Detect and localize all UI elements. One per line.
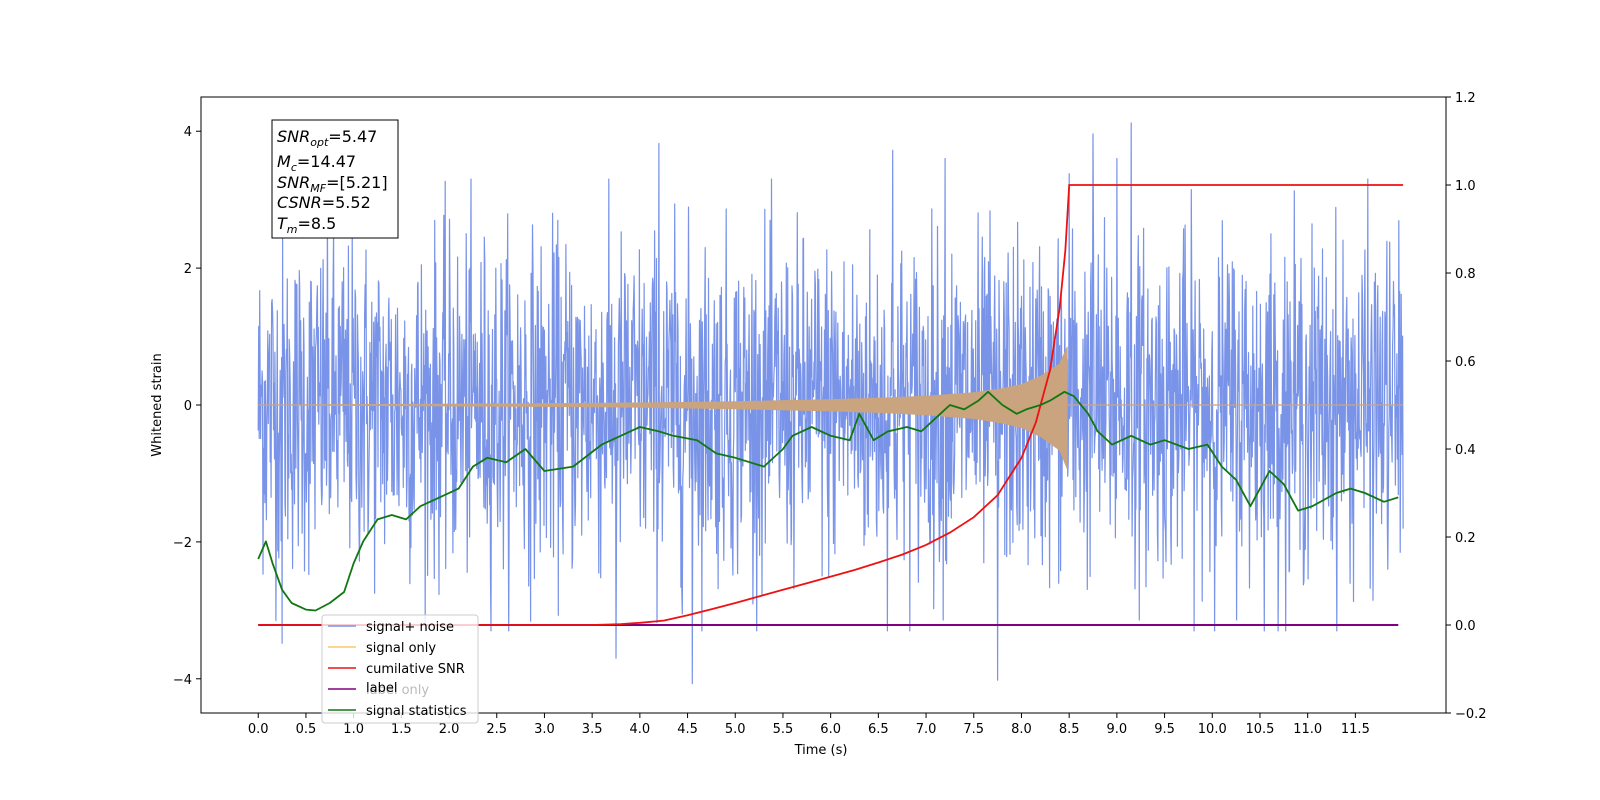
- x-tick-label: 10.0: [1198, 722, 1227, 737]
- x-tick-label: 10.5: [1245, 722, 1274, 737]
- x-tick-label: 5.5: [773, 722, 794, 737]
- x-tick-label: 3.5: [582, 722, 603, 737]
- legend-frame: [321, 614, 479, 724]
- series-signal-statistics: [257, 390, 1399, 612]
- x-tick-label: 4.0: [630, 722, 651, 737]
- x-tick-label: 7.5: [963, 722, 984, 737]
- x-tick-label: 0.5: [296, 722, 317, 737]
- series-signal-only-envelope: [258, 346, 1068, 470]
- x-axis-label: Time (s): [794, 743, 848, 758]
- info-tm-symbol: T: [277, 214, 288, 233]
- x-tick-label: 2.0: [439, 722, 460, 737]
- info-csnr-symbol: CSNR: [277, 193, 322, 212]
- info-box-frame: [271, 119, 399, 239]
- info-snr-opt-value: =5.47: [328, 127, 377, 146]
- x-tick-label: 7.0: [916, 722, 937, 737]
- x-tick-label: 11.0: [1293, 722, 1322, 737]
- y2-tick-label: 0.8: [1455, 267, 1476, 282]
- y2-tick-label: 0.6: [1455, 355, 1476, 370]
- legend-label-label: label: [366, 681, 397, 696]
- x-tick-label: 8.0: [1011, 722, 1032, 737]
- series-cumulative-snr: [258, 184, 1404, 626]
- y2-tick-label: 1.2: [1455, 91, 1476, 106]
- legend-label-cumulative-snr: cumilative SNR: [366, 662, 465, 677]
- info-csnr-value: =5.52: [322, 193, 371, 212]
- x-tick-label: 4.5: [677, 722, 698, 737]
- info-snr-opt-symbol: SNR: [277, 127, 310, 146]
- info-tm-subscript: m: [287, 223, 298, 236]
- y-tick-label: −4: [173, 673, 192, 688]
- x-tick-label: 9.0: [1107, 722, 1128, 737]
- x-tick-label: 6.0: [820, 722, 841, 737]
- x-tick-label: 1.0: [343, 722, 364, 737]
- x-tick-label: 1.5: [391, 722, 412, 737]
- x-tick-label: 3.0: [534, 722, 555, 737]
- y2-tick-label: 0.2: [1455, 531, 1476, 546]
- info-mc-subscript: c: [291, 161, 297, 174]
- info-csnr: CSNR=5.52: [277, 193, 371, 212]
- x-tick-label: 8.5: [1059, 722, 1080, 737]
- info-snr-mf-subscript: MF: [310, 182, 326, 195]
- series-layer: [257, 122, 1404, 685]
- y-axis-label: Whitened strain: [150, 353, 165, 456]
- info-snr-opt-subscript: opt: [310, 136, 329, 149]
- info-box: SNRopt=5.47 Mc=14.47 SNRMF=[5.21] CSNR=5…: [271, 119, 399, 239]
- x-tick-label: 9.5: [1154, 722, 1175, 737]
- y2-tick-label: 1.0: [1455, 179, 1476, 194]
- x-tick-label: 5.0: [725, 722, 746, 737]
- y-axis-ticks: −4 −2 0 2 4: [173, 125, 201, 688]
- x-tick-label: 6.5: [868, 722, 889, 737]
- y2-tick-label: 0.0: [1455, 619, 1476, 634]
- series-signal-noise: [257, 122, 1404, 685]
- info-tm: Tm=8.5: [277, 214, 336, 236]
- y-tick-label: 4: [184, 125, 192, 140]
- info-mc: Mc=14.47: [277, 152, 356, 174]
- info-mc-symbol: M: [277, 152, 291, 171]
- y2-axis-ticks: −0.2 0.0 0.2 0.4 0.6 0.8 1.0 1.2: [1446, 91, 1487, 722]
- x-tick-label: 11.5: [1341, 722, 1370, 737]
- info-snr-mf-value: =[5.21]: [326, 173, 388, 192]
- x-tick-label: 2.5: [486, 722, 507, 737]
- y2-tick-label: 0.4: [1455, 443, 1476, 458]
- info-snr-mf-symbol: SNR: [277, 173, 310, 192]
- info-snr-opt: SNRopt=5.47: [277, 127, 377, 149]
- legend-label-signal-only: signal only: [366, 641, 436, 656]
- y-tick-label: 0: [184, 399, 192, 414]
- legend: signal+ noise signal only cumilative SNR…: [321, 614, 479, 724]
- legend-label-signal-noise: signal+ noise: [366, 620, 454, 635]
- info-snr-mf: SNRMF=[5.21]: [277, 173, 388, 195]
- x-axis-ticks: 0.0 0.5 1.0 1.5 2.0 2.5 3.0 3.5 4.0 4.5 5.0 5.5 6.0 6…: [248, 713, 1370, 737]
- y2-tick-label: −0.2: [1455, 707, 1487, 722]
- legend-label-label-only: label only: [366, 683, 429, 698]
- info-tm-value: =8.5: [298, 214, 337, 233]
- legend-label-signal-statistics: signal statistics: [366, 704, 467, 719]
- y-tick-label: 2: [184, 262, 192, 277]
- y-tick-label: −2: [173, 536, 192, 551]
- info-mc-value: =14.47: [297, 152, 356, 171]
- x-tick-label: 0.0: [248, 722, 269, 737]
